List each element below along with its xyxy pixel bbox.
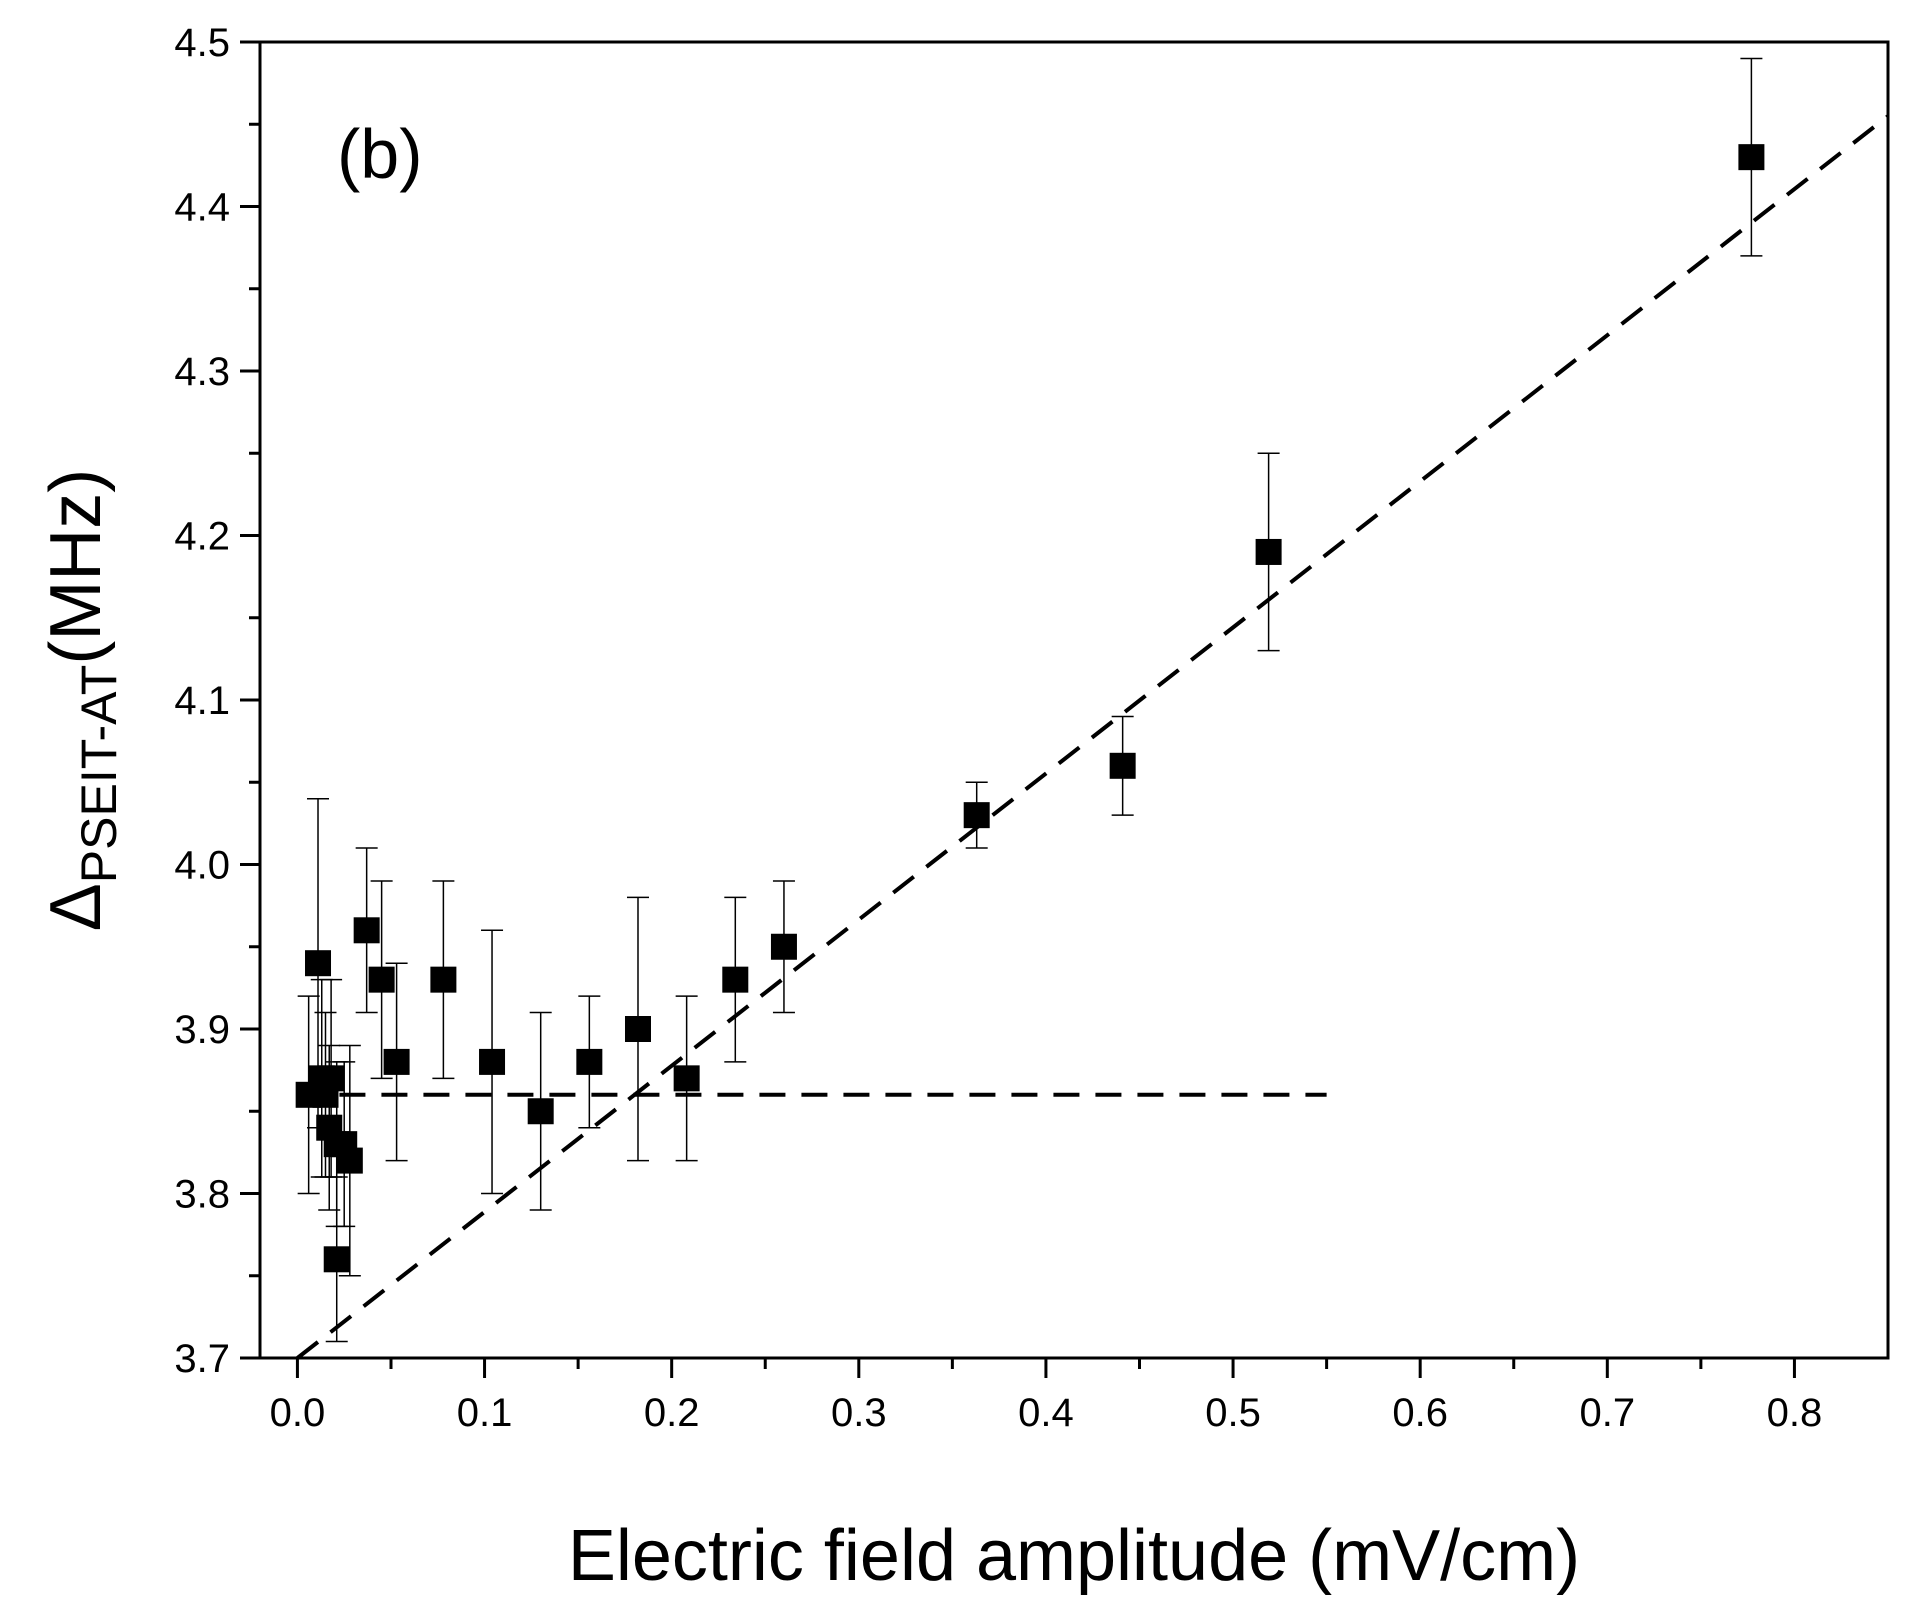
- x-axis-title: Electric field amplitude (mV/cm): [568, 1516, 1580, 1596]
- plot-frame: [258, 40, 1890, 1360]
- x-tick-label: 0.2: [644, 1391, 700, 1435]
- fit-lines: [296, 114, 1890, 1360]
- data-point: [1255, 538, 1282, 565]
- data-markers: [295, 144, 1765, 1273]
- data-point: [1109, 752, 1136, 779]
- data-point: [323, 1246, 350, 1273]
- x-axis-ticks: 0.0 0.1 0.2 0.3 0.4 0.5 0.6 0.7 0.8: [270, 1358, 1823, 1435]
- data-point: [576, 1048, 603, 1075]
- data-point: [963, 802, 990, 829]
- x-tick-label: 0.4: [1018, 1391, 1074, 1435]
- y-axis-title-unit: (MHz): [36, 469, 116, 665]
- x-tick-label: 0.3: [831, 1391, 887, 1435]
- x-tick-label: 0.7: [1580, 1391, 1636, 1435]
- panel-label: (b): [337, 115, 423, 193]
- y-tick-label: 4.0: [174, 844, 230, 888]
- y-axis-title-symbol: Δ: [36, 883, 116, 931]
- y-tick-label: 3.9: [174, 1008, 230, 1052]
- y-axis-ticks: 3.7 3.8 3.9 4.0 4.1 4.2 4.3 4.4 4.5: [174, 21, 260, 1381]
- x-tick-label: 0.5: [1205, 1391, 1261, 1435]
- data-point: [430, 966, 457, 993]
- x-tick-label: 0.1: [457, 1391, 513, 1435]
- y-tick-label: 4.2: [174, 515, 230, 559]
- y-tick-label: 4.5: [174, 21, 230, 65]
- error-bars: [297, 57, 1763, 1343]
- x-tick-label: 0.0: [270, 1391, 326, 1435]
- data-point: [305, 950, 332, 977]
- y-tick-label: 4.1: [174, 679, 230, 723]
- data-point: [368, 966, 395, 993]
- data-point: [770, 933, 797, 960]
- y-tick-label: 3.7: [174, 1337, 230, 1381]
- y-axis-title-subscript: PSEIT-AT: [71, 665, 127, 884]
- plot-area-border: [258, 40, 1890, 1360]
- data-point: [336, 1147, 363, 1174]
- y-tick-label: 4.3: [174, 350, 230, 394]
- data-point: [624, 1016, 651, 1042]
- y-axis-title: ΔPSEIT-AT(MHz): [36, 469, 127, 932]
- data-point: [673, 1065, 700, 1092]
- x-tick-label: 0.6: [1392, 1391, 1448, 1435]
- data-point: [353, 917, 380, 944]
- x-tick-label: 0.8: [1767, 1391, 1823, 1435]
- data-point: [527, 1098, 554, 1125]
- y-tick-label: 3.8: [174, 1173, 230, 1217]
- data-point: [318, 1065, 345, 1092]
- y-tick-label: 4.4: [174, 186, 230, 230]
- data-point: [479, 1048, 506, 1075]
- data-point: [722, 966, 749, 993]
- linear-fit-line: [296, 114, 1890, 1360]
- data-point: [383, 1048, 410, 1075]
- data-point: [1738, 144, 1765, 171]
